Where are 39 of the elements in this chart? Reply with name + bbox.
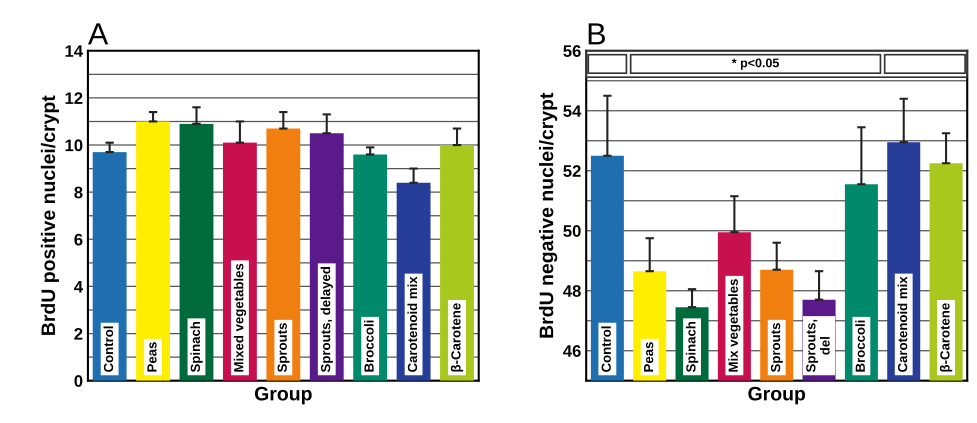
x-tick-label: Control: [601, 326, 611, 372]
x-tick-label: Carotenoid mix: [898, 276, 908, 372]
y-axis-title: BrdU positive nuclei/crypt: [40, 95, 59, 335]
y-tick-label: 10: [66, 139, 82, 152]
x-tick-label: Spinach: [686, 322, 698, 372]
x-tick-label: Sprouts: [278, 323, 290, 372]
y-tick-label: 52: [563, 165, 581, 177]
y-tick-label: 6: [74, 234, 82, 246]
y-tick-label: 50: [563, 225, 581, 237]
y-axis-title: BrdU negative nuclei/crypt: [539, 92, 558, 338]
x-tick-label: Sprouts, delayed: [320, 267, 333, 372]
y-tick-label: 14: [66, 45, 83, 57]
y-tick-label: 48: [563, 285, 581, 297]
y-tick-label: 54: [563, 105, 582, 117]
y-tick-label: 8: [74, 186, 83, 198]
x-tick-label: β-Carotene: [450, 303, 464, 372]
y-tick-label: 12: [66, 92, 82, 104]
x-tick-label: Mix vegetables: [728, 279, 741, 372]
y-tick-label: 0: [74, 375, 82, 387]
x-tick-label: Spinach: [190, 322, 203, 372]
annotation: * p<0.05: [732, 58, 779, 70]
x-tick-label: β-Carotene: [940, 303, 952, 372]
x-tick-label: Control: [103, 326, 114, 372]
y-tick-label: 56: [563, 45, 581, 57]
y-tick-label: 46: [563, 345, 581, 357]
x-tick-label: Broccoli: [364, 320, 374, 372]
x-tick-label: Carotenoid mix: [407, 276, 418, 372]
x-tick-label: Broccoli: [855, 320, 865, 372]
x-tick-label: Sprouts, del: [806, 320, 830, 372]
x-axis-title: Group: [748, 386, 806, 404]
x-axis-title: Group: [254, 386, 312, 404]
x-tick-label: Sprouts: [770, 323, 783, 372]
x-tick-label: Mixed vegetables: [234, 264, 246, 372]
x-tick-label: Peas: [644, 342, 654, 372]
chart-title: A: [88, 23, 108, 44]
x-tick-label: Peas: [147, 342, 157, 372]
y-tick-label: 2: [74, 328, 82, 340]
chart-title: B: [588, 23, 605, 44]
y-tick-label: 4: [74, 281, 83, 292]
